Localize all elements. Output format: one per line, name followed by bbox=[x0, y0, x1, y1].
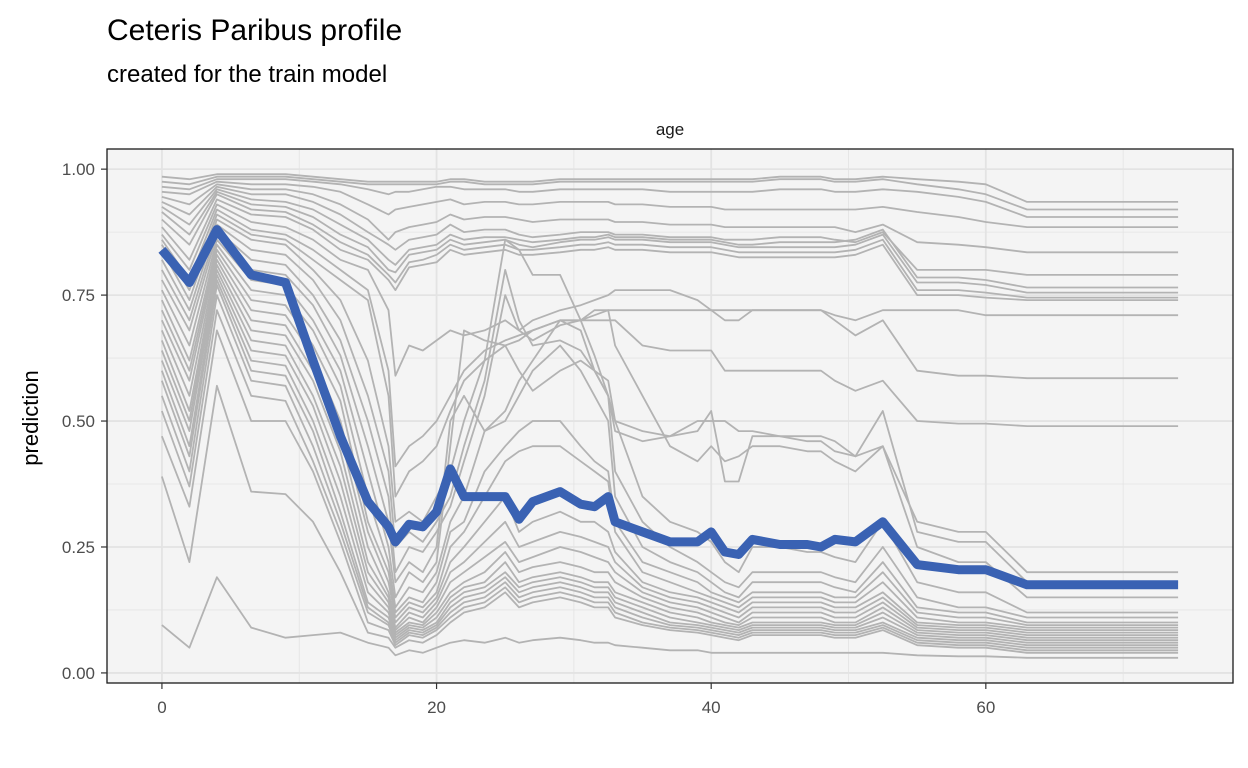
axis-ticks: 0 20 40 60 0.00 0.25 0.50 0.75 1.00 bbox=[62, 160, 995, 717]
profile-line-18 bbox=[161, 238, 1179, 619]
profile-line-7 bbox=[161, 188, 1179, 289]
profile-line-12 bbox=[161, 208, 1179, 468]
profile-line-23 bbox=[161, 264, 1179, 634]
highlight-profile-layer bbox=[158, 225, 1179, 590]
x-tick-label: 0 bbox=[157, 698, 166, 717]
profile-lines bbox=[161, 173, 1179, 659]
x-tick-label: 20 bbox=[427, 698, 446, 717]
profile-line-13 bbox=[161, 213, 1179, 498]
profile-line-31 bbox=[161, 384, 1179, 654]
profile-line-16 bbox=[161, 228, 1179, 599]
y-tick-label: 0.00 bbox=[62, 664, 95, 683]
chart-title: Ceteris Paribus profile bbox=[107, 14, 402, 47]
profile-line-5 bbox=[161, 183, 1179, 254]
profile-line-10 bbox=[161, 198, 1179, 301]
y-tick-label: 1.00 bbox=[62, 160, 95, 179]
chart-subtitle: created for the train model bbox=[107, 61, 387, 88]
profile-line-8 bbox=[161, 190, 1179, 294]
plot-panel-border bbox=[106, 148, 1234, 684]
profile-line-32 bbox=[161, 576, 1179, 659]
profile-line-9 bbox=[161, 193, 1179, 299]
profile-line-25 bbox=[161, 274, 1179, 639]
y-tick-label: 0.50 bbox=[62, 412, 95, 431]
profile-line-21 bbox=[161, 253, 1179, 629]
profile-line-20 bbox=[161, 248, 1179, 626]
profile-line-6 bbox=[161, 185, 1179, 276]
profile-line-29 bbox=[161, 309, 1179, 649]
highlight-profile-line bbox=[158, 225, 1179, 590]
x-tick-label: 60 bbox=[976, 698, 995, 717]
y-tick-label: 0.75 bbox=[62, 286, 95, 305]
profile-line-1 bbox=[161, 173, 1179, 203]
profile-line-26 bbox=[161, 279, 1179, 642]
profile-line-11 bbox=[161, 203, 1179, 377]
profile-line-27 bbox=[161, 284, 1179, 644]
profile-line-28 bbox=[161, 294, 1179, 647]
profile-line-2 bbox=[161, 175, 1179, 211]
profile-line-22 bbox=[161, 258, 1179, 631]
y-tick-label: 0.25 bbox=[62, 538, 95, 557]
y-axis-label: prediction bbox=[18, 370, 43, 465]
profile-line-24 bbox=[161, 269, 1179, 636]
facet-strip-label: age bbox=[656, 120, 684, 139]
profile-line-30 bbox=[161, 329, 1179, 652]
x-tick-label: 40 bbox=[702, 698, 721, 717]
profile-line-3 bbox=[161, 178, 1179, 218]
profile-line-4 bbox=[161, 180, 1179, 228]
